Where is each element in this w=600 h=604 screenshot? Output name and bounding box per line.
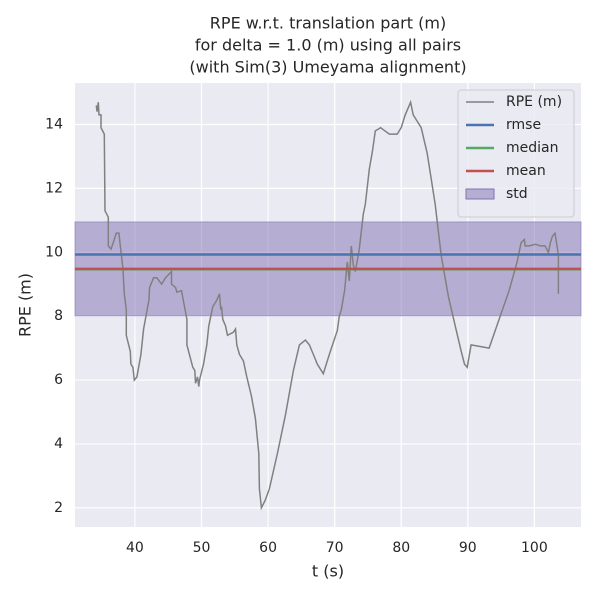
legend-label: std	[506, 186, 528, 202]
data-line	[95, 99, 560, 511]
y-tick-label: 8	[54, 308, 63, 324]
x-tick-label: 60	[259, 540, 277, 556]
y-tick-label: 2	[54, 500, 63, 516]
chart-title: (with Sim(3) Umeyama alignment)	[189, 58, 466, 77]
legend-label: rmse	[506, 117, 541, 133]
y-axis-label: RPE (m)	[16, 273, 35, 337]
chart-title: RPE w.r.t. translation part (m)	[210, 14, 446, 33]
legend-label: mean	[506, 163, 546, 179]
marks	[74, 99, 582, 511]
x-tick-label: 90	[459, 540, 477, 556]
x-tick-label: 40	[126, 540, 144, 556]
y-tick-label: 4	[54, 436, 63, 452]
legend-box	[457, 89, 575, 218]
x-axis-label: t (s)	[312, 562, 344, 581]
legend-swatch	[465, 188, 495, 200]
y-tick-label: 6	[54, 372, 63, 388]
y-tick-label: 12	[45, 180, 63, 196]
x-tick-label: 80	[392, 540, 410, 556]
x-tick-label: 100	[521, 540, 548, 556]
x-tick-label: 70	[326, 540, 344, 556]
x-tick-label: 50	[193, 540, 211, 556]
legend-label: median	[506, 140, 558, 156]
y-tick-label: 10	[45, 244, 63, 260]
legend-label: RPE (m)	[506, 94, 562, 110]
chart-title: for delta = 1.0 (m) using all pairs	[195, 36, 461, 55]
legend: RPE (m) rmse median mean std	[457, 89, 575, 218]
y-tick-label: 14	[45, 117, 63, 133]
